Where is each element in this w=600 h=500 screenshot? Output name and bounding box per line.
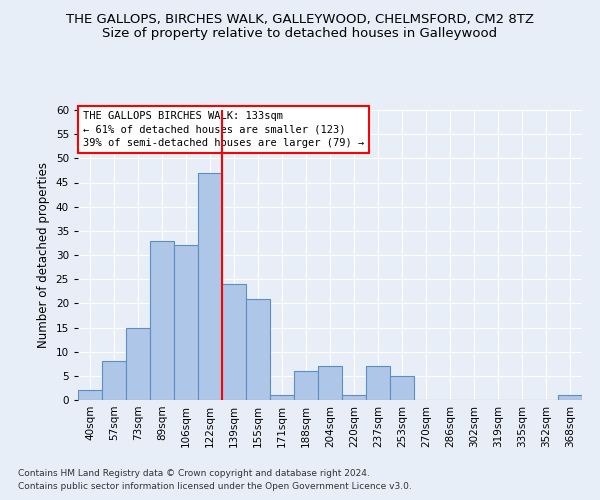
Bar	[558, 395, 582, 400]
Bar	[390, 376, 414, 400]
Text: THE GALLOPS, BIRCHES WALK, GALLEYWOOD, CHELMSFORD, CM2 8TZ: THE GALLOPS, BIRCHES WALK, GALLEYWOOD, C…	[66, 12, 534, 26]
Bar	[246, 298, 270, 400]
Bar	[318, 366, 342, 400]
Text: THE GALLOPS BIRCHES WALK: 133sqm
← 61% of detached houses are smaller (123)
39% : THE GALLOPS BIRCHES WALK: 133sqm ← 61% o…	[83, 112, 364, 148]
Bar	[294, 371, 318, 400]
Bar	[198, 173, 222, 400]
Bar	[150, 240, 174, 400]
Y-axis label: Number of detached properties: Number of detached properties	[37, 162, 50, 348]
Bar	[342, 395, 366, 400]
Bar	[126, 328, 150, 400]
Text: Contains HM Land Registry data © Crown copyright and database right 2024.: Contains HM Land Registry data © Crown c…	[18, 468, 370, 477]
Bar	[270, 395, 294, 400]
Text: Size of property relative to detached houses in Galleywood: Size of property relative to detached ho…	[103, 28, 497, 40]
Bar	[102, 362, 126, 400]
Bar	[78, 390, 102, 400]
Bar	[222, 284, 246, 400]
Text: Contains public sector information licensed under the Open Government Licence v3: Contains public sector information licen…	[18, 482, 412, 491]
Bar	[366, 366, 390, 400]
Bar	[174, 246, 198, 400]
